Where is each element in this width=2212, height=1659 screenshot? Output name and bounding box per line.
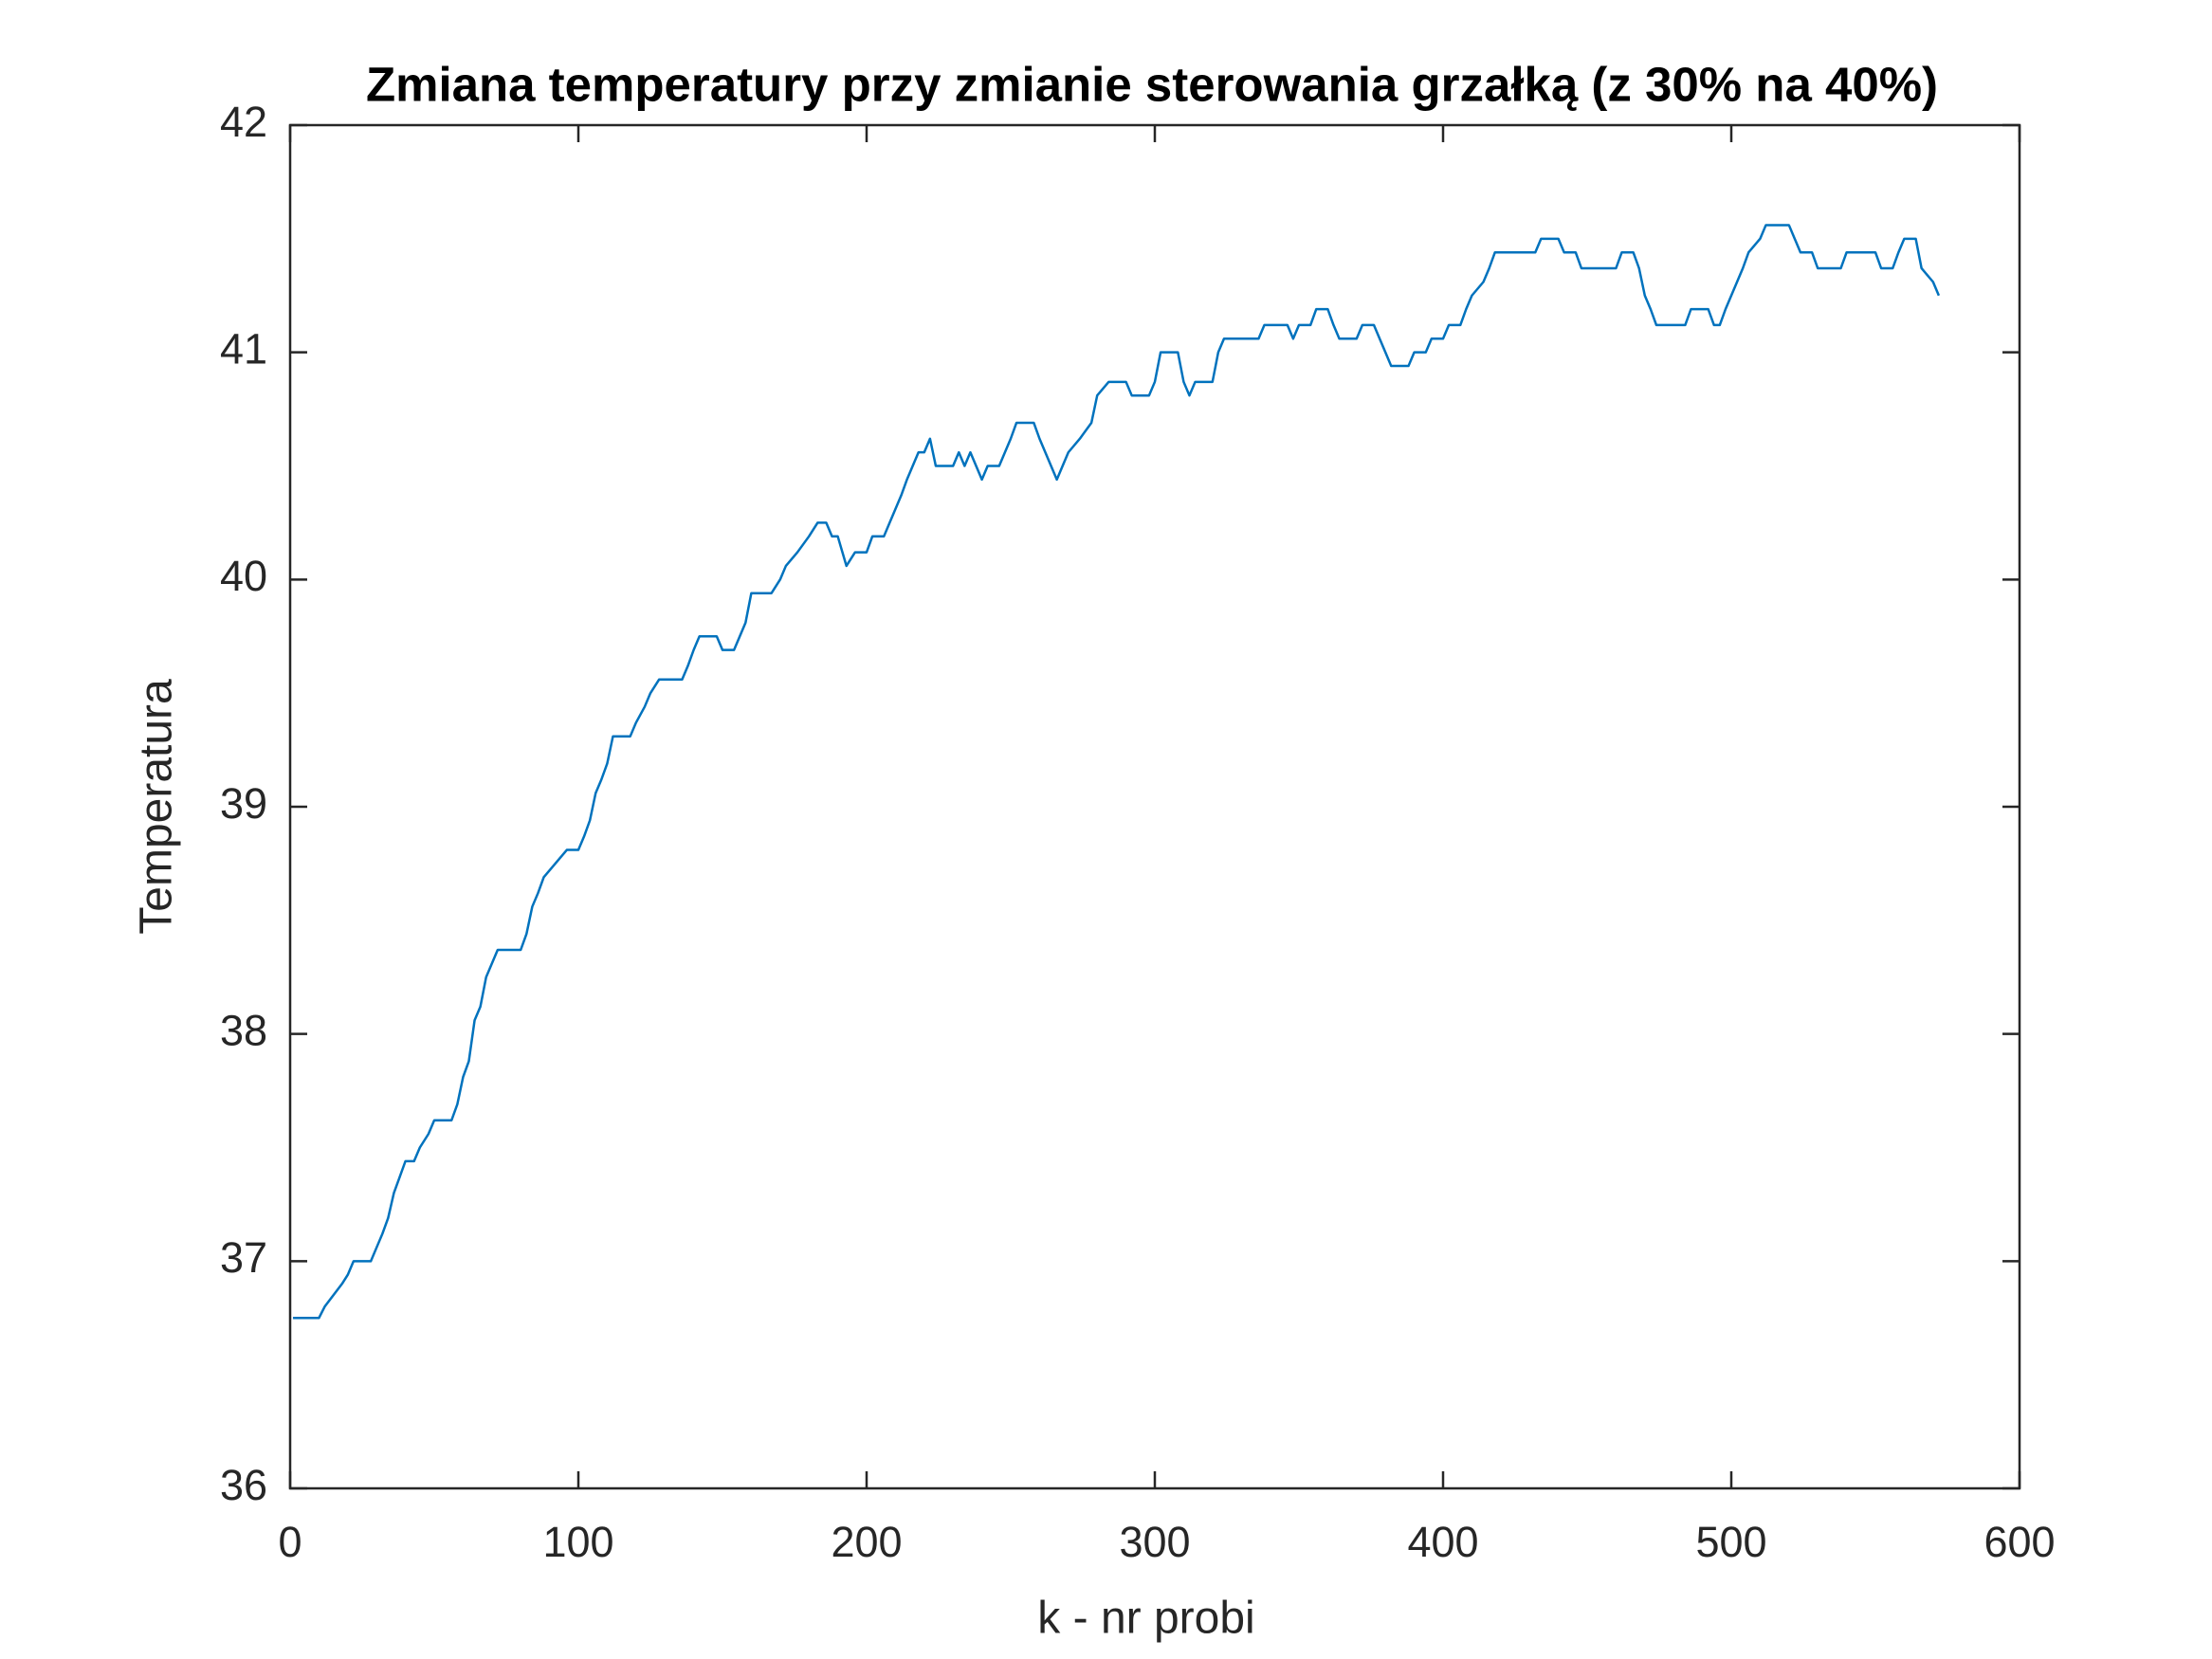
x-axis-label: k - nr probi: [1037, 1594, 1254, 1644]
x-tick-label: 300: [1119, 1518, 1190, 1566]
y-tick-label: 40: [220, 552, 267, 600]
plot-area: [288, 123, 2021, 1490]
x-tick-label: 0: [278, 1518, 302, 1566]
y-axis-label: Temperatura: [132, 679, 182, 935]
y-tick-label: 38: [220, 1007, 267, 1055]
y-tick-label: 36: [220, 1461, 267, 1509]
y-tick-label: 42: [220, 98, 267, 146]
y-tick-label: 39: [220, 779, 267, 828]
x-tick-label: 400: [1407, 1518, 1478, 1566]
y-tick-label: 41: [220, 325, 267, 374]
x-tick-label: 500: [1695, 1518, 1766, 1566]
chart-title: Zmiana temperatury przy zmianie sterowan…: [366, 57, 1938, 111]
y-tick-label: 37: [220, 1233, 267, 1282]
x-tick-label: 200: [831, 1518, 902, 1566]
x-tick-label: 600: [1983, 1518, 2055, 1566]
data-line: [293, 224, 1941, 1320]
x-tick-label: 100: [542, 1518, 613, 1566]
